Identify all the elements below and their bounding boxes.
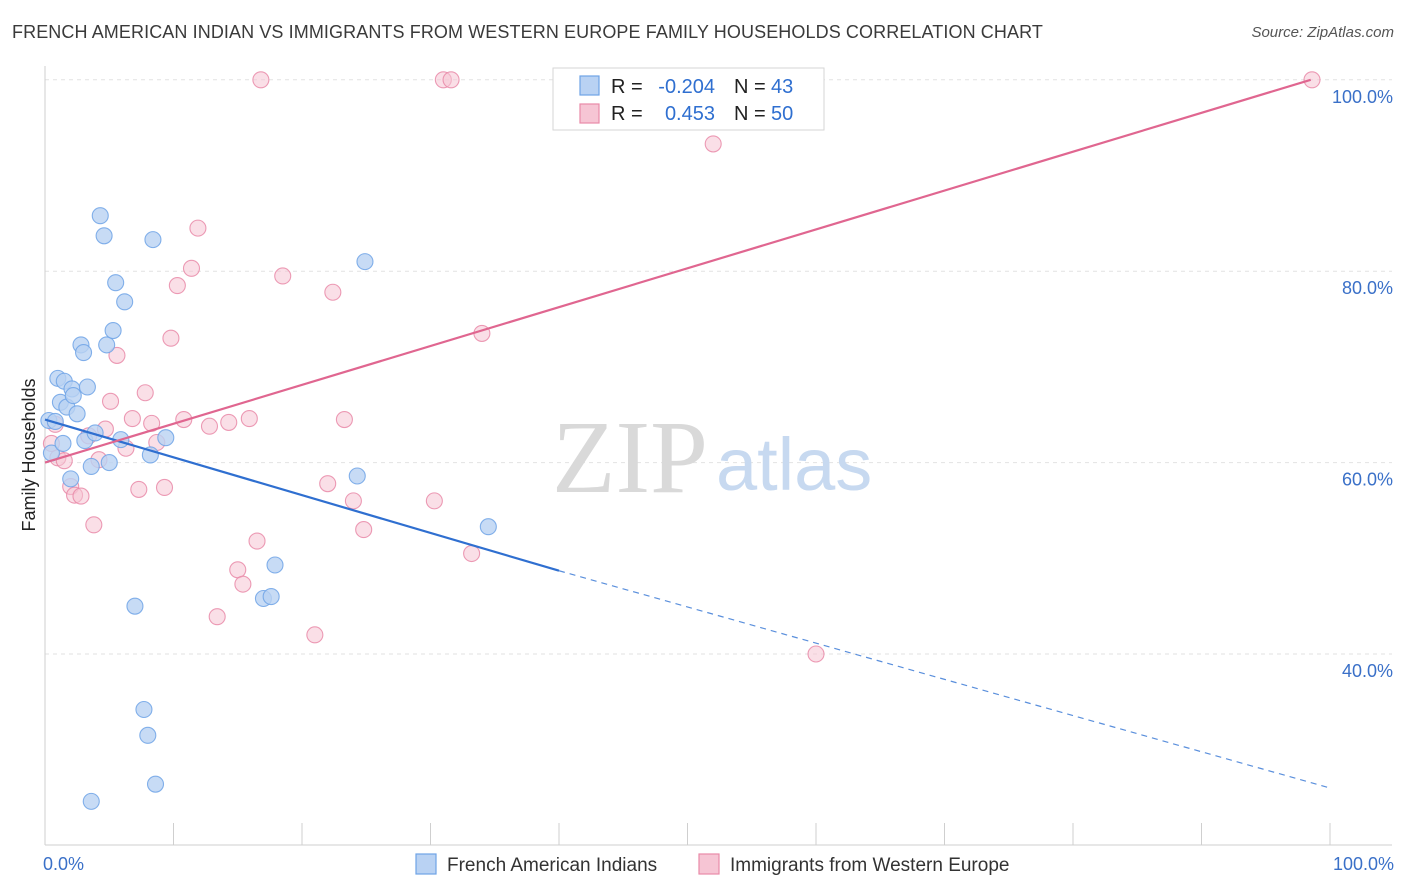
- legend-n-label-1: N =: [734, 76, 766, 98]
- point-series-1-26: [208, 608, 226, 626]
- point-series-0-37: [356, 253, 374, 271]
- chart-title: FRENCH AMERICAN INDIAN VS IMMIGRANTS FRO…: [12, 22, 1043, 42]
- point-series-0-11: [68, 405, 86, 423]
- point-series-1-8: [85, 516, 103, 534]
- point-series-1-31: [248, 532, 266, 550]
- point-series-0-13: [75, 343, 93, 362]
- point-series-1-32: [252, 71, 270, 89]
- point-series-0-21: [100, 454, 118, 472]
- point-series-0-20: [98, 336, 116, 354]
- point-series-1-16: [136, 384, 154, 402]
- legend-r-value-2: 0.453: [665, 103, 715, 125]
- trend-line-french-american-indians: [44, 418, 560, 572]
- correlation-legend: R = -0.204 N = 43 R = 0.453 N = 50: [552, 67, 825, 131]
- trend-lines: [44, 78, 1331, 789]
- point-series-1-27: [220, 413, 238, 431]
- y-tick-label-40: 40.0%: [1342, 661, 1393, 681]
- point-series-1-11: [101, 392, 120, 410]
- trend-line-french-american-indians-projection: [558, 570, 1331, 789]
- point-series-1-39: [355, 521, 373, 539]
- legend-swatch-blue: [579, 75, 600, 96]
- series-legend: French American Indians Immigrants from …: [415, 853, 1009, 876]
- point-series-1-29: [234, 575, 252, 593]
- source-label: Source: ZipAtlas.com: [1251, 24, 1394, 41]
- point-series-1-35: [319, 475, 337, 493]
- y-tick-label-100: 100.0%: [1332, 87, 1393, 107]
- series-swatch-immigrants-western-europe: [698, 853, 720, 875]
- point-series-1-30: [240, 410, 258, 428]
- point-series-1-6: [72, 487, 90, 505]
- y-tick-label-60: 60.0%: [1342, 470, 1393, 490]
- grid-lines: [45, 79, 1392, 655]
- point-series-0-25: [116, 293, 134, 311]
- point-series-1-15: [130, 480, 148, 498]
- watermark: ZIP atlas: [552, 400, 872, 515]
- point-series-1-25: [200, 417, 219, 435]
- legend-n-value-1: 43: [771, 76, 793, 98]
- point-series-0-35: [266, 556, 284, 574]
- point-series-0-38: [479, 518, 497, 536]
- point-series-0-32: [157, 429, 175, 447]
- legend-n-value-2: 50: [771, 103, 793, 125]
- series-label-immigrants-western-europe: Immigrants from Western Europe: [730, 855, 1009, 876]
- trend-line-immigrants-western-europe: [44, 78, 1312, 464]
- point-series-0-27: [135, 700, 153, 719]
- point-series-1-14: [123, 410, 141, 428]
- point-series-1-40: [425, 492, 443, 510]
- point-series-1-42: [442, 71, 460, 89]
- point-series-0-31: [146, 775, 165, 793]
- watermark-atlas: atlas: [716, 423, 872, 506]
- legend-n-label-2: N =: [734, 103, 766, 125]
- point-series-1-24: [189, 219, 207, 237]
- y-tick-label-80: 80.0%: [1342, 278, 1393, 298]
- legend-swatch-pink: [579, 103, 600, 124]
- point-series-0-5: [54, 434, 72, 453]
- point-series-1-47: [1303, 71, 1321, 89]
- legend-r-label-2: R =: [611, 103, 643, 125]
- point-series-0-39: [82, 792, 100, 810]
- x-tick-label-max: 100.0%: [1333, 854, 1394, 874]
- point-series-1-23: [182, 259, 201, 277]
- point-series-0-30: [144, 231, 162, 249]
- point-series-0-16: [82, 457, 100, 475]
- point-series-1-12: [108, 346, 126, 364]
- series-swatch-french-american-indians: [415, 853, 437, 875]
- point-series-0-26: [126, 597, 144, 615]
- legend-r-label-1: R =: [611, 76, 643, 98]
- point-series-0-34: [262, 588, 280, 606]
- point-series-1-45: [704, 135, 722, 153]
- y-tick-labels: 40.0% 60.0% 80.0% 100.0%: [1332, 87, 1393, 681]
- legend-r-value-1: -0.204: [658, 76, 715, 98]
- series-label-french-american-indians: French American Indians: [447, 855, 657, 876]
- point-series-1-37: [335, 410, 353, 429]
- point-series-1-38: [344, 492, 362, 510]
- x-tick-label-min: 0.0%: [43, 854, 84, 874]
- y-axis-title: Family Households: [19, 378, 39, 531]
- point-series-1-20: [162, 329, 180, 347]
- point-series-1-36: [324, 283, 342, 301]
- x-tick-labels: 0.0% 100.0%: [43, 854, 1394, 874]
- point-series-0-8: [62, 470, 80, 488]
- point-series-1-28: [229, 561, 247, 579]
- point-series-1-33: [274, 267, 292, 285]
- point-series-1-21: [168, 277, 186, 295]
- point-series-0-10: [64, 387, 82, 405]
- point-series-1-46: [807, 645, 825, 663]
- data-points: [40, 71, 1321, 810]
- point-series-0-28: [139, 726, 157, 744]
- point-series-1-19: [155, 478, 174, 497]
- point-series-1-43: [463, 544, 481, 563]
- point-series-0-22: [104, 321, 122, 340]
- point-series-0-23: [107, 274, 125, 292]
- point-series-0-15: [78, 378, 96, 396]
- watermark-zip: ZIP: [552, 400, 708, 515]
- point-series-0-18: [91, 207, 109, 225]
- point-series-0-36: [348, 467, 366, 485]
- point-series-1-34: [306, 626, 324, 644]
- point-series-0-19: [95, 227, 113, 245]
